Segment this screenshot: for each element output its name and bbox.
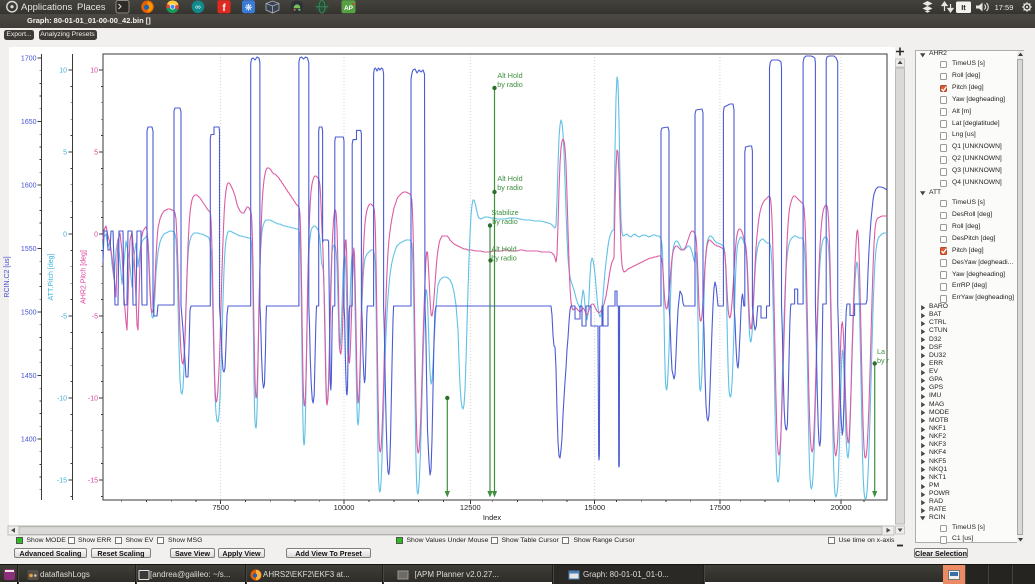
svg-text:RCIN.C2 [us]: RCIN.C2 [us] — [4, 256, 11, 297]
svg-text:10: 10 — [59, 68, 67, 75]
svg-text:Index: Index — [483, 513, 502, 522]
svg-text:1650: 1650 — [21, 119, 37, 126]
svg-text:10000: 10000 — [334, 503, 355, 512]
svg-text:12500: 12500 — [460, 503, 481, 512]
svg-text:15000: 15000 — [584, 503, 605, 512]
svg-text:1700: 1700 — [21, 56, 37, 63]
svg-text:-10: -10 — [88, 396, 98, 403]
svg-text:1400: 1400 — [21, 437, 37, 444]
svg-text:Alt Hold: Alt Hold — [497, 174, 522, 183]
svg-text:∞: ∞ — [195, 3, 201, 12]
svg-text:❋: ❋ — [245, 2, 253, 12]
svg-text:AP: AP — [344, 5, 354, 12]
svg-text:1550: 1550 — [21, 246, 37, 253]
svg-text:ATT.Pitch [deg]: ATT.Pitch [deg] — [48, 253, 55, 300]
svg-text:AHR2.Pitch [deg]: AHR2.Pitch [deg] — [81, 250, 88, 304]
svg-text:Alt Hold: Alt Hold — [491, 245, 516, 254]
svg-text:17:59: 17:59 — [995, 3, 1014, 12]
svg-text:5: 5 — [63, 150, 67, 157]
svg-text:by radio: by radio — [492, 217, 518, 226]
svg-text:-5: -5 — [92, 314, 98, 321]
svg-text:-10: -10 — [57, 396, 67, 403]
svg-text:Stabilize: Stabilize — [491, 208, 518, 217]
svg-text:5: 5 — [94, 150, 98, 157]
svg-text:-15: -15 — [88, 478, 98, 485]
svg-text:It: It — [961, 3, 966, 12]
svg-text:1450: 1450 — [21, 373, 37, 380]
svg-text:-15: -15 — [57, 478, 67, 485]
svg-text:20000: 20000 — [831, 503, 852, 512]
svg-text:17500: 17500 — [709, 503, 730, 512]
svg-text:0: 0 — [94, 232, 98, 239]
svg-text:f: f — [222, 3, 226, 14]
svg-text:-5: -5 — [61, 314, 67, 321]
svg-text:by r: by r — [877, 356, 890, 365]
svg-text:La: La — [877, 347, 885, 356]
svg-text:by radio: by radio — [497, 183, 523, 192]
svg-text:Alt Hold: Alt Hold — [497, 71, 522, 80]
svg-text:7500: 7500 — [212, 503, 229, 512]
svg-text:1600: 1600 — [21, 183, 37, 190]
svg-text:0: 0 — [63, 232, 67, 239]
svg-text:10: 10 — [90, 68, 98, 75]
svg-text:by radio: by radio — [497, 80, 523, 89]
svg-text:1500: 1500 — [21, 310, 37, 317]
svg-text:by radio: by radio — [491, 254, 517, 263]
